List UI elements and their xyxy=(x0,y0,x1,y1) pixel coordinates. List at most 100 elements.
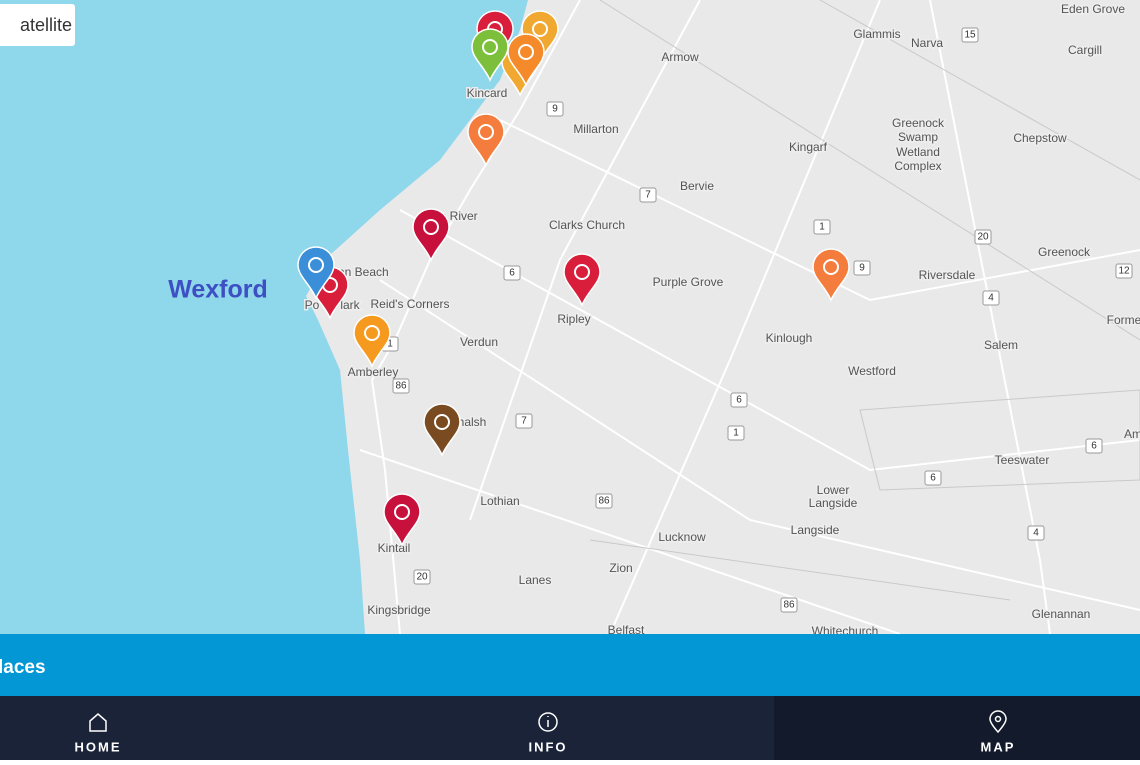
place-label: Greenock xyxy=(1038,245,1091,259)
place-label: Riversdale xyxy=(919,268,976,282)
map-pin-icon xyxy=(532,21,548,37)
place-label: Reid's Corners xyxy=(371,297,450,311)
place-label: Lucknow xyxy=(658,530,706,544)
place-label: Bervie xyxy=(680,179,714,193)
road-shield xyxy=(595,493,613,509)
road-shield xyxy=(546,101,564,117)
place-label: Teeswater xyxy=(995,453,1050,467)
map-pin-icon xyxy=(434,414,450,430)
place-label: Kincard xyxy=(467,86,508,100)
road-shield-label: 4 xyxy=(988,293,994,304)
map-pin-icon xyxy=(823,259,839,275)
map-pin-icon xyxy=(478,124,494,140)
place-label: Po xyxy=(305,298,320,312)
place-label: Lothian xyxy=(480,494,519,508)
road-shield-label: 20 xyxy=(416,572,428,583)
road-shield xyxy=(413,569,431,585)
place-label: Narva xyxy=(911,36,943,50)
wetland-label: Wetland xyxy=(896,145,940,159)
road-shield xyxy=(813,219,831,235)
nav-bar xyxy=(0,696,774,760)
place-label: Millarton xyxy=(573,122,618,136)
road-shield-label: 1 xyxy=(387,339,393,350)
road-shield-label: 4 xyxy=(1033,528,1039,539)
road-shield-label: 86 xyxy=(395,381,407,392)
satellite-button[interactable] xyxy=(0,4,75,46)
place-label: Zion xyxy=(609,561,632,575)
satellite-button-label: atellite xyxy=(20,15,72,35)
place-label: Verdun xyxy=(460,335,498,349)
place-label: Kingsbridge xyxy=(367,603,431,617)
road-shield xyxy=(924,470,942,486)
road-shield-label: 7 xyxy=(645,190,651,201)
road-shield xyxy=(1027,525,1045,541)
place-label: Kintail xyxy=(378,541,411,555)
road-shield xyxy=(503,265,521,281)
place-label: Glenannan xyxy=(1032,607,1091,621)
road-shield-label: 6 xyxy=(736,395,742,406)
place-label: Glammis xyxy=(853,27,900,41)
place-label: Eden Grove xyxy=(1061,2,1125,16)
road-shield-label: 1 xyxy=(819,222,825,233)
road-shield xyxy=(730,392,748,408)
map-pin-icon xyxy=(574,264,590,280)
place-label: Kingarf xyxy=(789,140,828,154)
highlight-label: Wexford xyxy=(168,276,268,304)
road-shield xyxy=(961,27,979,43)
road-shield-label: 20 xyxy=(977,232,989,243)
roads xyxy=(359,0,1140,635)
road-shield-label: 12 xyxy=(1118,266,1130,277)
map-pin-icon xyxy=(482,39,498,55)
place-label: Langside xyxy=(809,496,858,510)
nav-info[interactable]: INFO xyxy=(528,739,567,754)
place-label: Westford xyxy=(848,364,896,378)
place-label: Kinlough xyxy=(766,331,813,345)
road-shield xyxy=(392,378,410,394)
place-label: Langside xyxy=(791,523,840,537)
wetland-label: Greenock xyxy=(892,116,945,130)
map-pin-icon xyxy=(423,219,439,235)
place-label: Am xyxy=(1124,427,1140,441)
minor-roads xyxy=(589,0,1140,601)
place-label: Purple Grove xyxy=(653,275,724,289)
place-label: Amberley xyxy=(348,365,399,379)
place-label: Ripley xyxy=(557,312,590,326)
places-bar-label: laces xyxy=(0,657,46,678)
road-shield xyxy=(515,413,533,429)
place-label: Cargill xyxy=(1068,43,1102,57)
place-label: Forme xyxy=(1107,313,1140,327)
road-shield-label: 15 xyxy=(964,30,976,41)
place-label: halsh xyxy=(458,415,487,429)
nav-map[interactable]: MAP xyxy=(981,739,1016,754)
place-label: Salem xyxy=(984,338,1018,352)
map-pin-icon xyxy=(394,504,410,520)
wetland-label: Complex xyxy=(894,159,941,173)
road-shield-label: 1 xyxy=(733,428,739,439)
road-shield xyxy=(727,425,745,441)
road-shield-label: 6 xyxy=(1091,441,1097,452)
nav-home[interactable]: HOME xyxy=(75,739,122,754)
road-shield-label: 86 xyxy=(783,600,795,611)
place-label: Clarks Church xyxy=(549,218,625,232)
place-label: Armow xyxy=(661,50,699,64)
map-pin-icon xyxy=(308,257,324,273)
road-shield-label: 9 xyxy=(859,263,865,274)
road-shield-label: 7 xyxy=(521,416,527,427)
road-shield xyxy=(853,260,871,276)
place-label: Chepstow xyxy=(1013,131,1067,145)
nav-active xyxy=(774,696,1140,760)
nav-icons xyxy=(89,710,1007,734)
wetland-label: Swamp xyxy=(898,130,938,144)
road-shield xyxy=(639,187,657,203)
place-label: Lanes xyxy=(519,573,552,587)
places-bar[interactable] xyxy=(0,634,1140,696)
road-shield xyxy=(1115,263,1133,279)
map-pin-icon xyxy=(518,44,534,60)
map-pin-icon xyxy=(364,325,380,341)
road-shield-label: 9 xyxy=(552,104,558,115)
road-shield xyxy=(974,229,992,245)
road-shield xyxy=(780,597,798,613)
road-shield xyxy=(982,290,1000,306)
